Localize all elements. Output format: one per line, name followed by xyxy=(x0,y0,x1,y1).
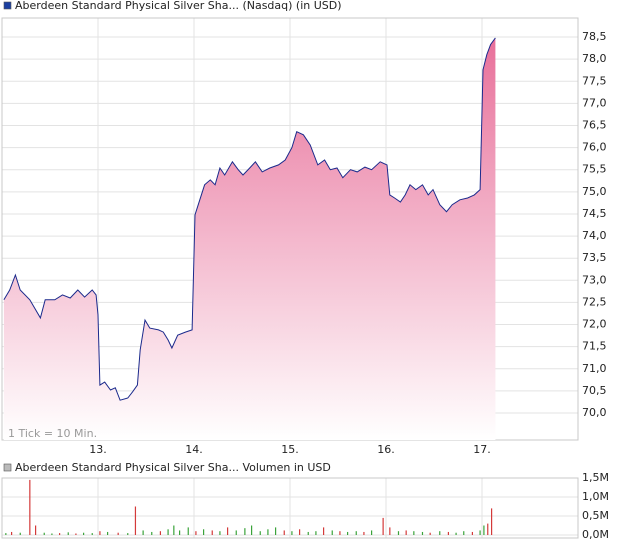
volume-bar xyxy=(483,525,485,535)
volume-bar xyxy=(159,531,161,535)
volume-bar xyxy=(142,530,144,535)
x-tick-label: 16. xyxy=(377,443,395,456)
volume-bar xyxy=(134,506,137,535)
volume-bar xyxy=(227,527,229,535)
volume-bar xyxy=(479,530,481,535)
volume-bar xyxy=(421,531,424,535)
volume-bar xyxy=(275,527,277,535)
volume-bar xyxy=(339,531,341,535)
volume-bar xyxy=(19,532,21,535)
volume-bar xyxy=(307,531,309,535)
y-tick-label: 72,0 xyxy=(582,318,607,331)
x-tick-label: 14. xyxy=(185,443,203,456)
y-tick-label: 78,0 xyxy=(582,52,607,65)
volume-bar xyxy=(59,533,61,535)
volume-bar xyxy=(173,525,175,535)
y-tick-label: 0,0M xyxy=(582,528,609,541)
volume-bar xyxy=(363,531,365,535)
volume-bar xyxy=(389,527,391,535)
volume-bar xyxy=(315,531,317,535)
y-tick-label: 0,5M xyxy=(582,509,609,522)
y-tick-label: 72,5 xyxy=(582,295,607,308)
volume-bar xyxy=(259,531,261,535)
x-tick-label: 15. xyxy=(281,443,299,456)
volume-bar xyxy=(382,517,384,535)
volume-bar xyxy=(11,531,13,535)
volume-bar xyxy=(429,532,431,535)
volume-bar xyxy=(67,532,69,535)
volume-bar xyxy=(487,523,489,535)
volume-bar xyxy=(43,532,45,535)
y-tick-label: 70,0 xyxy=(582,406,607,419)
y-tick-label: 71,0 xyxy=(582,362,607,375)
legend-title: Aberdeen Standard Physical Silver Sha...… xyxy=(15,461,331,474)
volume-bar xyxy=(323,527,325,535)
y-tick-label: 75,5 xyxy=(582,163,607,176)
x-tick-label: 17. xyxy=(473,443,491,456)
volume-bar xyxy=(5,533,7,535)
y-tick-label: 75,0 xyxy=(582,185,607,198)
y-tick-label: 77,5 xyxy=(582,74,607,87)
volume-bar xyxy=(195,531,197,535)
y-tick-label: 76,5 xyxy=(582,118,607,131)
legend-title: Aberdeen Standard Physical Silver Sha...… xyxy=(15,0,342,12)
y-tick-label: 78,5 xyxy=(582,30,607,43)
y-tick-label: 73,0 xyxy=(582,273,607,286)
volume-bar xyxy=(117,532,119,535)
volume-bar xyxy=(251,525,253,535)
volume-bar xyxy=(99,531,101,535)
volume-bar xyxy=(405,530,407,535)
y-tick-label: 1,0M xyxy=(582,490,609,503)
volume-bar xyxy=(35,525,37,535)
volume-bar xyxy=(267,529,269,535)
volume-bar xyxy=(203,529,205,535)
y-tick-label: 1,5M xyxy=(582,471,609,484)
volume-bar xyxy=(439,531,441,535)
volume-bar xyxy=(331,530,333,535)
volume-bar xyxy=(211,530,213,535)
y-tick-label: 74,0 xyxy=(582,229,607,242)
volume-bar xyxy=(299,529,301,535)
volume-bar xyxy=(51,533,53,535)
volume-bar xyxy=(29,479,31,535)
volume-bar xyxy=(463,531,465,535)
volume-bar xyxy=(107,531,109,535)
area-fill xyxy=(3,37,496,441)
volume-bar xyxy=(291,531,293,535)
y-tick-label: 73,5 xyxy=(582,251,607,264)
volume-bar xyxy=(244,528,246,535)
volume-bar xyxy=(347,531,349,535)
volume-bar xyxy=(283,530,285,535)
plot-frame xyxy=(1,477,579,539)
volume-bar xyxy=(397,531,400,535)
volume-bar xyxy=(187,527,189,535)
volume-bar xyxy=(355,531,357,535)
volume-bar xyxy=(219,531,221,535)
volume-bar xyxy=(413,531,415,535)
legend-swatch xyxy=(3,463,12,472)
volume-bar xyxy=(471,531,473,535)
x-tick-label: 13. xyxy=(89,443,107,456)
price-line xyxy=(3,37,496,401)
volume-bar xyxy=(491,508,493,535)
volume-bar xyxy=(151,531,153,535)
volume-bar xyxy=(91,533,93,535)
volume-bar xyxy=(455,532,457,535)
y-tick-label: 70,5 xyxy=(582,384,607,397)
volume-bar xyxy=(235,530,237,535)
y-tick-label: 77,0 xyxy=(582,96,607,109)
y-tick-label: 76,0 xyxy=(582,141,607,154)
annotation: 1 Tick = 10 Min. xyxy=(8,427,97,440)
volume-bar xyxy=(371,530,373,535)
volume-bar xyxy=(75,533,77,535)
y-tick-label: 71,5 xyxy=(582,340,607,353)
legend-swatch xyxy=(3,1,12,10)
y-tick-label: 74,5 xyxy=(582,207,607,220)
volume-bar xyxy=(447,531,449,535)
volume-bar xyxy=(167,529,169,535)
volume-bar xyxy=(179,530,181,535)
volume-bar xyxy=(83,532,85,535)
volume-bar xyxy=(127,533,129,535)
